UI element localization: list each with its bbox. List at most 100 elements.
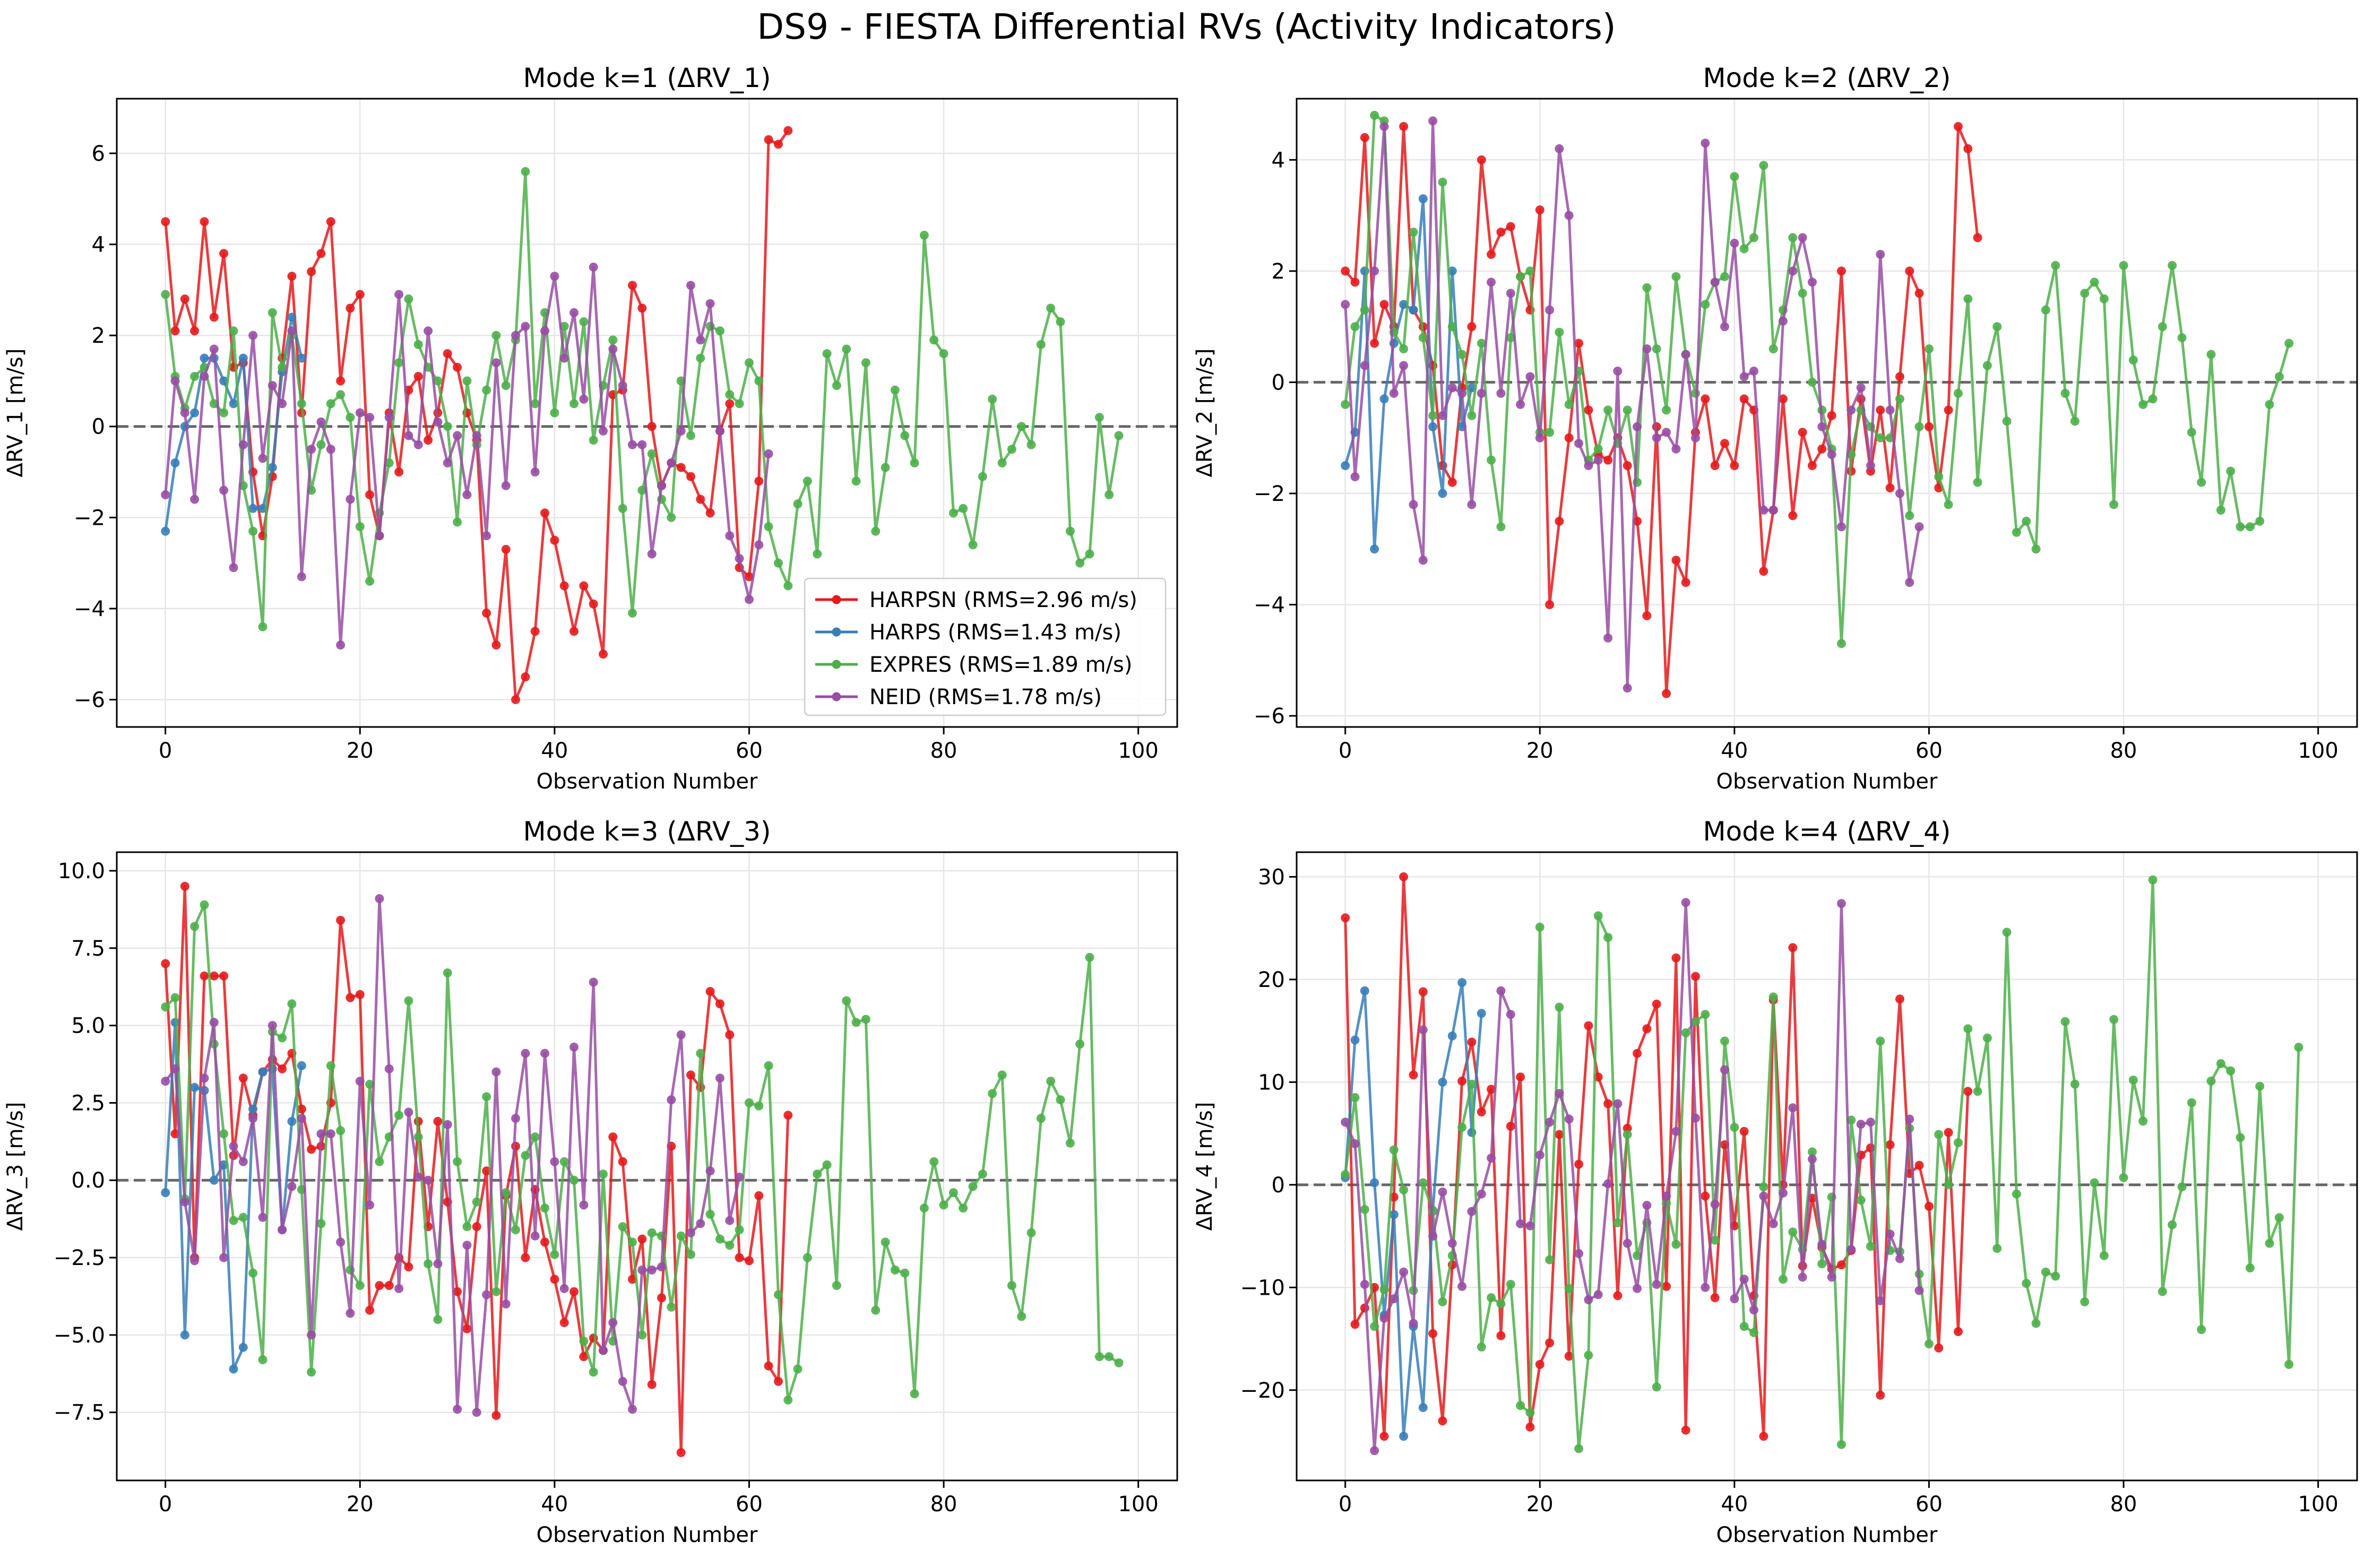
data-point <box>1516 1072 1525 1082</box>
y-tick-label: 4 <box>1272 148 1285 172</box>
data-point <box>1642 1024 1652 1034</box>
data-point <box>647 449 657 458</box>
data-point <box>219 1253 229 1262</box>
x-tick-label: 100 <box>2298 739 2338 763</box>
data-point <box>735 554 744 564</box>
data-point <box>2236 1133 2245 1142</box>
data-point <box>229 1216 238 1225</box>
data-point <box>1779 1188 1788 1198</box>
data-point <box>472 1408 481 1417</box>
data-point <box>1642 611 1652 620</box>
data-point <box>365 1079 375 1089</box>
data-point <box>1525 1422 1535 1432</box>
data-point <box>628 440 637 449</box>
data-point <box>287 313 297 322</box>
data-point <box>258 1355 267 1364</box>
data-point <box>1671 444 1681 454</box>
data-point <box>2168 261 2177 270</box>
data-point <box>404 431 413 440</box>
data-point <box>1837 1440 1846 1449</box>
data-point <box>287 999 297 1009</box>
data-point <box>413 1172 423 1182</box>
y-tick-label: −4 <box>74 597 105 621</box>
data-point <box>764 135 773 144</box>
y-tick-label: 5.0 <box>71 1014 105 1038</box>
data-point <box>326 445 335 454</box>
data-point <box>1934 472 1944 481</box>
data-point <box>2216 505 2225 515</box>
series-line-neid <box>1344 901 1921 1452</box>
data-point <box>530 1132 540 1142</box>
data-point <box>424 1259 433 1269</box>
data-point <box>628 1237 637 1247</box>
data-point <box>1788 266 1798 276</box>
y-tick-label: 2 <box>92 324 105 348</box>
data-point <box>608 344 618 354</box>
data-point <box>783 126 793 135</box>
data-point <box>1555 1089 1564 1098</box>
data-point <box>919 230 929 240</box>
data-point <box>2119 1173 2128 1182</box>
data-point <box>569 1042 579 1052</box>
data-point <box>424 1175 433 1185</box>
data-point <box>783 581 793 591</box>
data-point <box>1652 433 1661 443</box>
data-point <box>161 1188 170 1198</box>
data-point <box>754 376 764 386</box>
data-point <box>1409 1070 1418 1080</box>
series-expres <box>1341 875 2303 1453</box>
data-point <box>209 399 219 409</box>
data-point <box>491 358 501 368</box>
data-point <box>1963 144 1973 153</box>
legend-swatch-marker <box>832 660 841 669</box>
series-neid <box>1341 898 1924 1456</box>
data-point <box>1341 1170 1350 1179</box>
data-point <box>1603 455 1613 465</box>
data-point <box>1506 1122 1515 1131</box>
data-point <box>579 317 589 326</box>
data-point <box>832 381 841 390</box>
data-point <box>1065 1138 1075 1148</box>
data-point <box>1467 1207 1477 1216</box>
data-point <box>774 1376 783 1386</box>
data-point <box>647 549 657 559</box>
data-point <box>2109 1015 2119 1024</box>
data-point <box>569 399 579 409</box>
data-point <box>355 522 365 531</box>
data-point <box>589 599 598 609</box>
data-point <box>170 458 180 467</box>
data-point <box>1457 1281 1467 1291</box>
data-point <box>783 1111 793 1120</box>
data-point <box>1370 339 1379 348</box>
data-point <box>1671 953 1681 963</box>
data-point <box>589 1367 598 1377</box>
data-point <box>1603 405 1613 415</box>
data-point <box>346 993 355 1002</box>
data-point <box>1341 400 1350 409</box>
data-point <box>696 1219 705 1228</box>
data-point <box>978 1169 987 1179</box>
data-point <box>511 1225 520 1235</box>
y-tick-label: −10 <box>1240 1276 1285 1300</box>
data-point <box>1428 116 1438 126</box>
data-point <box>229 399 238 409</box>
data-point <box>579 1200 589 1210</box>
x-tick-label: 20 <box>347 1492 374 1517</box>
data-point <box>209 313 219 322</box>
data-point <box>1564 211 1574 220</box>
data-point <box>1036 1114 1046 1123</box>
data-point <box>550 535 559 545</box>
data-point <box>774 558 783 568</box>
data-point <box>725 1030 735 1039</box>
data-point <box>1399 344 1409 353</box>
data-point <box>278 1033 287 1043</box>
data-point <box>443 1120 452 1129</box>
data-point <box>336 915 346 925</box>
data-point <box>1370 1178 1379 1188</box>
data-point <box>355 1077 365 1086</box>
legend-swatch-marker <box>832 692 841 701</box>
data-point <box>2138 400 2148 409</box>
data-point <box>676 1448 686 1457</box>
data-point <box>1817 444 1827 454</box>
data-point <box>424 326 433 336</box>
